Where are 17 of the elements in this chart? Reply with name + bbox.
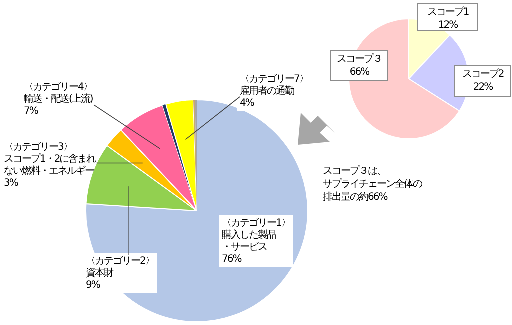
data-label: 9%	[86, 280, 100, 291]
data-label: 76%	[222, 254, 242, 265]
slice-label: 〈カテゴリー1〉購入した製品・サービス	[222, 217, 290, 253]
slice-label: スコープ３	[337, 53, 382, 65]
data-label: 66%	[350, 67, 370, 78]
data-label: 12%	[438, 20, 458, 31]
data-label: 3%	[4, 178, 18, 189]
slice-label: 〈カテゴリー7〉雇用者の通勤	[240, 73, 308, 97]
slice-label: 〈カテゴリー3〉スコープ1・2に含まれない燃料・エネルギー	[4, 141, 97, 177]
data-label: 7%	[24, 106, 38, 117]
slice-label: スコープ2	[462, 68, 504, 80]
slice-label: 〈カテゴリー4〉輸送・配送(上流)	[24, 81, 94, 105]
slice-label: 〈カテゴリー2〉資本財	[86, 255, 154, 279]
text: スコープ３は、サプライチェーン全体の排出量の約66%	[323, 165, 423, 203]
slice-label: スコープ1	[427, 6, 470, 18]
data-label: 22%	[473, 82, 494, 93]
data-label: 4%	[240, 98, 254, 109]
